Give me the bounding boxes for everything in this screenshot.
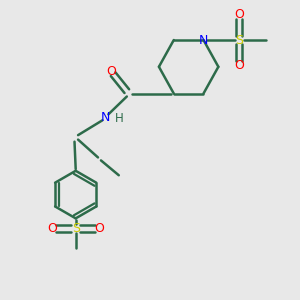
Text: H: H [114, 112, 123, 125]
Text: N: N [199, 34, 208, 46]
Text: N: N [101, 111, 110, 124]
Text: O: O [234, 8, 244, 21]
Text: S: S [235, 34, 243, 46]
Text: O: O [234, 59, 244, 72]
Text: O: O [106, 65, 116, 78]
Text: O: O [47, 222, 57, 235]
Text: S: S [72, 222, 80, 235]
Text: O: O [94, 222, 104, 235]
